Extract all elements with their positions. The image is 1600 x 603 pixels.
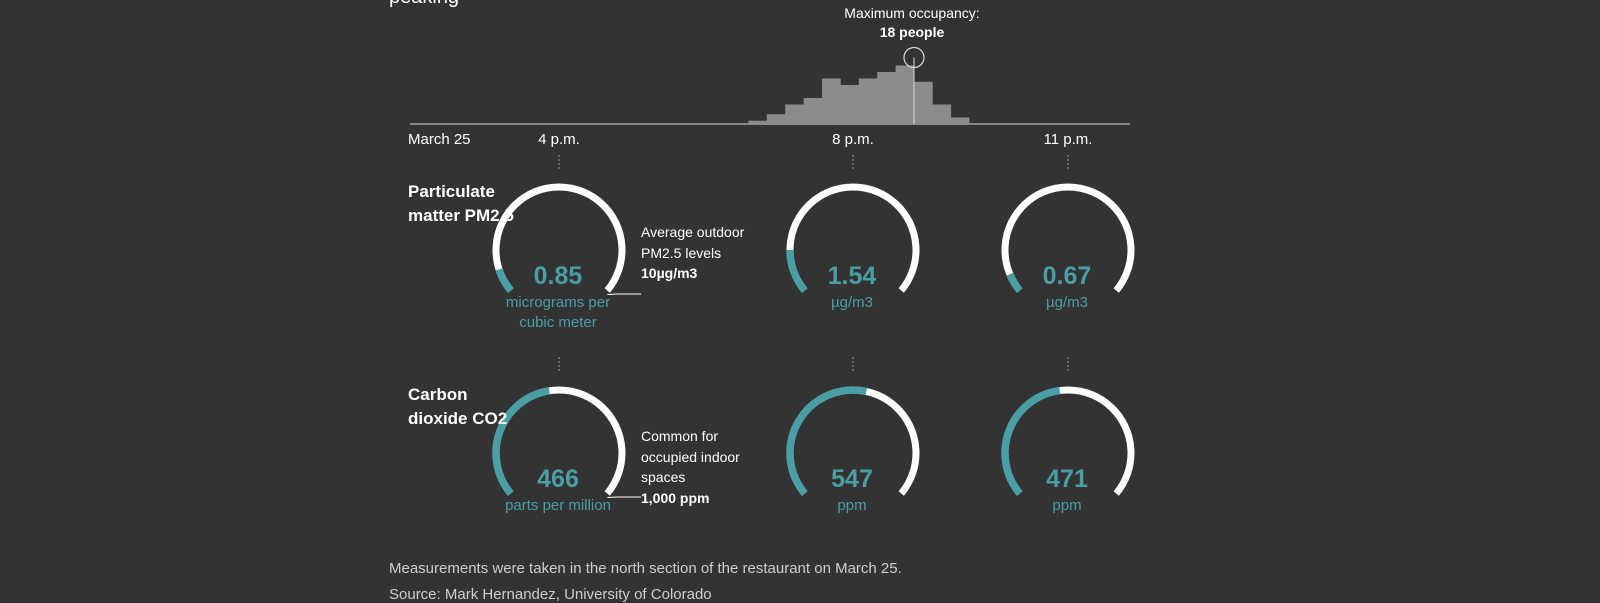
occupancy-bar <box>858 78 878 124</box>
pm25-reference-note: Average outdoor PM2.5 levels 10µg/m3 <box>641 222 771 284</box>
time-tick-label: March 25 <box>408 131 471 148</box>
source-note: Source: Mark Hernandez, University of Co… <box>389 586 712 603</box>
max-occupancy-value: 18 people <box>880 24 945 40</box>
co2-reference-value: 1,000 ppm <box>641 489 710 506</box>
occupancy-bar <box>803 98 823 124</box>
co2-unit-11pm: ppm <box>1052 497 1082 514</box>
occupancy-bar <box>785 104 804 124</box>
pm25-gauge-fill <box>495 268 514 293</box>
time-axis: March 25 4 p.m. 8 p.m. 11 p.m. <box>408 131 1092 373</box>
pm25-value-11pm: 0.67 <box>1042 262 1092 290</box>
time-tick-label: 4 p.m. <box>538 131 580 148</box>
occupancy-histogram: Maximum occupancy: 18 people <box>410 5 1130 125</box>
co2-reference-note: Common for occupied indoor spaces 1,000 … <box>641 426 771 508</box>
co2-unit-8pm: ppm <box>837 497 867 514</box>
pm25-gauge-track <box>1001 183 1135 293</box>
pm25-gauge-fill <box>786 249 808 293</box>
co2-value-11pm: 471 <box>1046 465 1088 493</box>
row-title-pm25: Particulate matter PM2.5 <box>408 182 514 225</box>
max-occupancy-label: Maximum occupancy: <box>844 5 979 21</box>
occupancy-bar <box>895 65 915 124</box>
pm25-unit-11pm: µg/m3 <box>1046 294 1088 311</box>
co2-gauge-fill <box>492 387 550 496</box>
pm25-reference-value: 10µg/m3 <box>641 265 698 281</box>
occupancy-bar <box>932 104 952 124</box>
pm25-value-4pm: 0.85 <box>533 262 583 290</box>
pm25-unit-8pm: µg/m3 <box>831 294 873 311</box>
time-tick-label: 8 p.m. <box>832 131 874 148</box>
occupancy-bar <box>914 81 933 124</box>
co2-gauge-fill <box>786 386 868 496</box>
pm25-reference-leader <box>607 293 641 295</box>
pm25-gauge-track <box>492 183 626 293</box>
occupancy-bar <box>877 72 896 124</box>
pm25-reference-text: Average outdoor PM2.5 levels <box>641 224 745 261</box>
pm25-value-8pm: 1.54 <box>827 262 877 290</box>
figure-title-clipped: peaking <box>389 0 459 9</box>
occupancy-bar <box>766 114 786 124</box>
co2-value-8pm: 547 <box>831 465 873 493</box>
co2-reference-leader <box>607 496 641 498</box>
co2-reference-text: Common for occupied indoor spaces <box>641 428 740 485</box>
co2-unit-4pm: parts per million <box>505 497 611 514</box>
co2-value-4pm: 466 <box>537 465 579 493</box>
occupancy-bar <box>748 120 768 124</box>
gauges <box>492 183 1135 498</box>
row-title-co2: Carbon dioxide CO2 <box>408 385 508 428</box>
measurement-note: Measurements were taken in the north sec… <box>389 560 902 577</box>
occupancy-bar <box>840 85 860 124</box>
co2-gauge-fill <box>1001 386 1061 496</box>
occupancy-bar <box>950 117 970 124</box>
occupancy-bar <box>822 78 841 124</box>
pm25-gauge-fill <box>1006 272 1023 293</box>
time-tick-label: 11 p.m. <box>1044 131 1093 148</box>
pm25-unit-4pm: micrograms per cubic meter <box>505 294 611 331</box>
max-occupancy-marker <box>903 46 925 69</box>
